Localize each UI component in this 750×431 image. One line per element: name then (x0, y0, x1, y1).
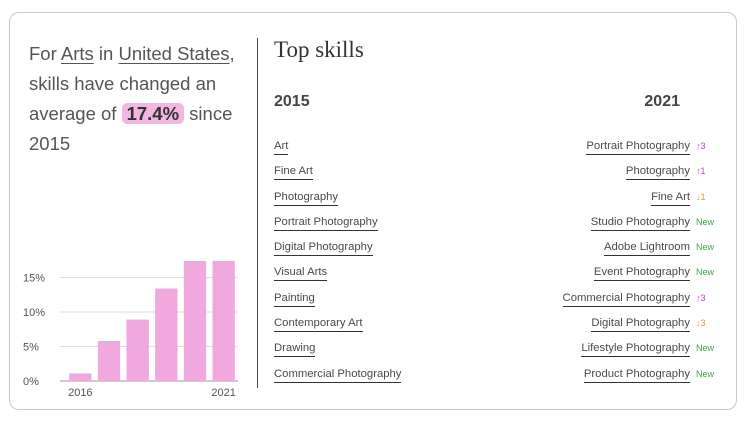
skill-2021-link[interactable]: Digital Photography (591, 316, 690, 333)
skill-2015-link[interactable]: Photography (274, 190, 339, 206)
summary-prefix: For (29, 43, 61, 64)
skill-2021-item: Studio Photography New (563, 215, 724, 240)
location-link[interactable]: United States (118, 43, 230, 64)
skill-2015-item: Digital Photography (274, 240, 401, 265)
summary-suffix: since 2015 (29, 103, 233, 154)
rank-change-badge: New (696, 242, 715, 253)
rank-change-badge: New (696, 216, 715, 227)
rank-change-badge: ↑1 (696, 166, 706, 177)
skill-2015-link[interactable]: Digital Photography (274, 240, 373, 257)
bar-2017 (97, 340, 121, 381)
skill-2015-item: Portrait Photography (274, 215, 401, 240)
y-tick-label: 15% (23, 273, 45, 285)
rank-change-badge: ↓3 (696, 318, 706, 329)
skill-2021-item: Fine Art ↓1 (563, 190, 724, 215)
bar-2021 (212, 260, 235, 381)
skill-2015-link[interactable]: Painting (274, 291, 315, 307)
skill-2015-item: Commercial Photography (274, 367, 402, 392)
skill-2015-item: Painting (274, 291, 401, 316)
summary-text: For Arts in United States, skills have c… (29, 39, 251, 159)
skill-2015-link[interactable]: Fine Art (274, 164, 313, 181)
skill-2021-link[interactable]: Product Photography (583, 367, 690, 383)
rank-change-badge: ↓1 (696, 191, 706, 202)
skill-2021-link[interactable]: Commercial Photography (562, 291, 690, 307)
summary-pane: For Arts in United States, skills have c… (10, 13, 250, 409)
skills-2021-list: Portrait Photography ↑3 Photography ↑1 Fine … (562, 139, 724, 392)
skill-2015-item: Photography (274, 190, 401, 215)
summary-in: in (93, 43, 119, 64)
top-skills-title: Top skills (274, 37, 364, 62)
rank-change-badge: New (696, 368, 715, 379)
skill-2015-link[interactable]: Visual Arts (274, 265, 328, 282)
skill-2021-item: Photography ↑1 (563, 164, 724, 189)
skill-2021-link[interactable]: Adobe Lightroom (603, 240, 690, 257)
skill-2015-item: Visual Arts (274, 265, 401, 290)
x-tick-label: 2021 (211, 387, 235, 398)
percent-highlight: 17.4% (121, 103, 185, 124)
skill-2015-item: Fine Art (274, 164, 401, 189)
skill-2021-link[interactable]: Portrait Photography (586, 139, 690, 155)
skill-2021-item: Commercial Photography ↑3 (562, 291, 724, 316)
skill-2015-link[interactable]: Portrait Photography (274, 215, 378, 231)
skill-2015-item: Drawing (274, 341, 401, 366)
bar-2018 (126, 319, 149, 381)
rank-change-badge: New (696, 267, 715, 278)
skill-2021-link[interactable]: Photography (625, 164, 690, 181)
y-tick-label: 5% (23, 342, 39, 354)
skill-2021-link[interactable]: Lifestyle Photography (581, 341, 690, 358)
skill-2015-link[interactable]: Commercial Photography (274, 367, 402, 383)
skills-card: For Arts in United States, skills have c… (9, 12, 737, 410)
skill-2021-link[interactable]: Studio Photography (590, 215, 690, 231)
skill-2015-link[interactable]: Art (274, 139, 289, 155)
skill-2021-item: Digital Photography ↓3 (563, 316, 724, 341)
skill-2015-item: Contemporary Art (274, 316, 401, 341)
skill-2021-item: Lifestyle Photography New (563, 341, 724, 366)
column-header-2015: 2015 (274, 93, 310, 110)
summary-middle: , skills have changed an average of (29, 43, 235, 124)
skill-2021-link[interactable]: Event Photography (593, 265, 690, 282)
skill-2021-link[interactable]: Fine Art (651, 190, 690, 206)
skill-2021-item: Product Photography New (563, 367, 724, 392)
y-tick-label: 10% (23, 307, 45, 319)
rank-change-badge: New (696, 343, 715, 354)
bar-2016 (69, 373, 92, 381)
skill-2021-item: Adobe Lightroom New (563, 240, 724, 265)
skills-change-bar-chart: 0% 5% 10% 15% 2016 2021 (23, 260, 238, 398)
skill-2015-link[interactable]: Drawing (274, 341, 316, 358)
x-tick-label: 2016 (68, 387, 92, 398)
rank-change-badge: ↑3 (696, 141, 706, 151)
skill-2015-item: Art (274, 139, 401, 164)
column-header-2021: 2021 (644, 93, 680, 110)
skill-2015-link[interactable]: Contemporary Art (274, 316, 363, 333)
pane-divider (257, 38, 258, 388)
skills-2015-list: Art Fine Art Photography Portrait Photograp… (274, 139, 402, 392)
bar-2020 (183, 260, 207, 381)
bar-2019 (155, 288, 178, 381)
industry-link[interactable]: Arts (60, 43, 94, 64)
y-tick-label: 0% (23, 376, 39, 388)
rank-change-badge: ↑3 (696, 292, 706, 303)
skill-2021-item: Portrait Photography ↑3 (563, 139, 724, 164)
skill-2021-item: Event Photography New (563, 265, 724, 290)
